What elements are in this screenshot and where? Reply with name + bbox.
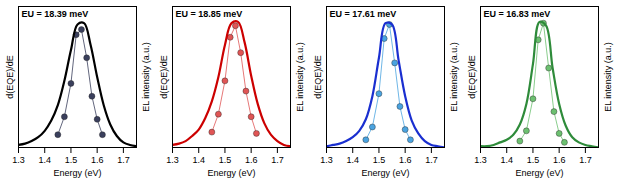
svg-text:EL intensity (a.u.): EL intensity (a.u.) [449,42,459,112]
svg-text:Energy (eV): Energy (eV) [53,168,101,178]
svg-text:1.3: 1.3 [12,155,25,165]
svg-text:1.6: 1.6 [245,155,258,165]
svg-text:d(EQE)/dE: d(EQE)/dE [313,55,323,99]
svg-text:1.4: 1.4 [38,155,51,165]
svg-text:EU = 18.85 meV: EU = 18.85 meV [176,9,243,19]
svg-text:EL intensity (a.u.): EL intensity (a.u.) [141,42,151,112]
svg-text:1.4: 1.4 [192,155,205,165]
svg-text:1.3: 1.3 [166,155,179,165]
svg-text:1.7: 1.7 [579,155,592,165]
svg-text:Energy (eV): Energy (eV) [515,168,563,178]
svg-text:Energy (eV): Energy (eV) [207,168,255,178]
svg-text:Energy (eV): Energy (eV) [361,168,409,178]
svg-text:1.5: 1.5 [373,155,386,165]
svg-text:EL intensity (a.u.): EL intensity (a.u.) [603,42,613,112]
svg-text:1.4: 1.4 [346,155,359,165]
svg-text:EL intensity (a.u.): EL intensity (a.u.) [295,42,305,112]
svg-text:1.5: 1.5 [219,155,232,165]
svg-text:1.5: 1.5 [527,155,540,165]
svg-text:EU = 18.39 meV: EU = 18.39 meV [22,9,89,19]
svg-text:d(EQE)/dE: d(EQE)/dE [159,55,169,99]
svg-text:d(EQE)/dE: d(EQE)/dE [467,55,477,99]
svg-text:1.3: 1.3 [474,155,487,165]
svg-text:EU = 17.61 meV: EU = 17.61 meV [330,9,397,19]
svg-text:1.3: 1.3 [320,155,333,165]
svg-text:1.6: 1.6 [91,155,104,165]
svg-text:1.5: 1.5 [65,155,78,165]
svg-text:1.7: 1.7 [117,155,130,165]
svg-text:1.7: 1.7 [271,155,284,165]
svg-text:EU = 16.83 meV: EU = 16.83 meV [484,9,551,19]
svg-text:1.6: 1.6 [399,155,412,165]
svg-text:1.6: 1.6 [553,155,566,165]
svg-text:d(EQE)/dE: d(EQE)/dE [5,55,15,99]
svg-text:1.4: 1.4 [500,155,513,165]
svg-text:1.7: 1.7 [425,155,438,165]
